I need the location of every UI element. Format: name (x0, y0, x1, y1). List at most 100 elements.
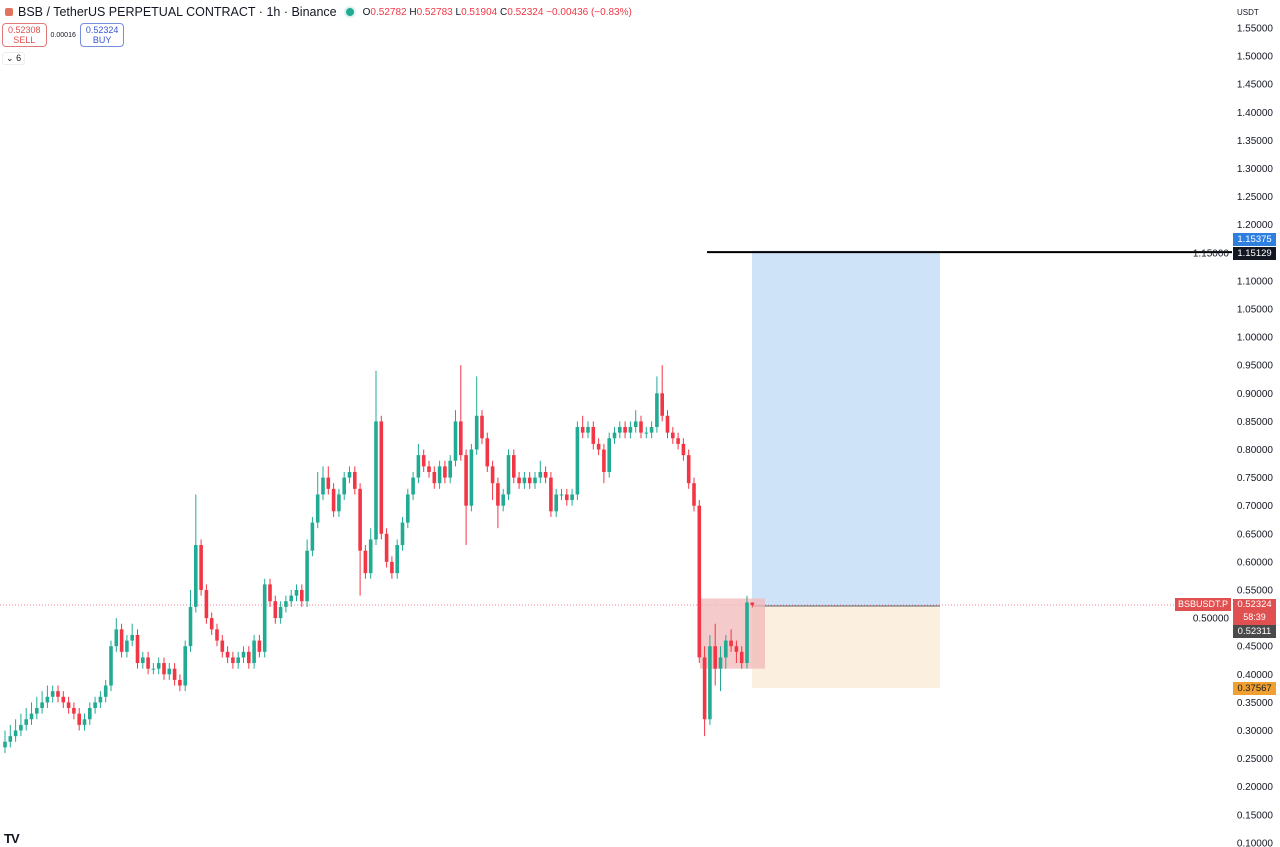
y-tick-label: 0.10000 (1237, 838, 1274, 847)
candle-body (199, 545, 203, 590)
candle-body (93, 702, 97, 709)
candle (448, 455, 452, 484)
candle-body (464, 455, 468, 506)
candle-body (162, 663, 166, 675)
candle (167, 663, 172, 680)
y-tick-label: 1.15000 (1193, 248, 1230, 259)
candle (437, 460, 442, 489)
candle-body (432, 471, 437, 484)
candle (24, 708, 28, 731)
price-axis[interactable]: 1.55000 1.50000 1.45000 1.40000 1.35000 1.300… (1193, 24, 1274, 847)
candle-body (347, 471, 352, 478)
candle-body (278, 606, 283, 619)
candle (655, 376, 659, 433)
y-tick-label: 1.50000 (1237, 52, 1274, 63)
candle (119, 623, 124, 658)
candle (697, 500, 702, 664)
candle-body (490, 466, 495, 484)
candle (225, 646, 230, 664)
candle (209, 612, 214, 635)
candle-body (337, 494, 341, 512)
candle-body (241, 651, 246, 658)
candle (660, 365, 664, 422)
candle-body (3, 741, 7, 748)
sell-button[interactable]: 0.52308 SELL (2, 23, 47, 47)
candle (501, 488, 505, 512)
candle-body (24, 719, 28, 725)
candle-body (19, 724, 23, 731)
candle-body (300, 590, 304, 602)
loss-zone[interactable] (752, 606, 940, 688)
indicators-toggle[interactable]: ⌄ 6 (2, 52, 26, 65)
candle (342, 471, 346, 501)
candle (739, 646, 744, 669)
candle-body (554, 494, 558, 512)
candle (347, 466, 352, 484)
candle-body (607, 438, 611, 472)
trade-panel: 0.52308 SELL 0.00016 0.52324 BUY (2, 23, 125, 47)
candle-body (194, 545, 198, 607)
symbol-title[interactable]: BSB / TetherUS PERPETUAL CONTRACT · 1h ·… (18, 5, 337, 19)
candle-body (326, 477, 331, 489)
candle-body (618, 427, 622, 433)
profit-zone[interactable] (752, 250, 940, 607)
candle-body (368, 539, 373, 574)
candle (591, 421, 596, 450)
candle (66, 696, 71, 714)
candle-body (321, 477, 325, 495)
candle-body (565, 494, 569, 501)
candle-body (72, 708, 76, 714)
candle-body (623, 427, 627, 433)
candle (686, 449, 691, 489)
candle (734, 640, 739, 664)
candle (220, 634, 225, 658)
candle-body (538, 471, 543, 478)
candle-body (734, 646, 739, 652)
tradingview-logo[interactable]: TV (4, 831, 20, 846)
candle (45, 685, 50, 709)
candle (88, 702, 92, 725)
candle (50, 685, 55, 703)
market-status-icon[interactable] (345, 8, 354, 16)
candle (130, 623, 134, 647)
buy-button[interactable]: 0.52324 BUY (79, 23, 125, 47)
candle-body (125, 640, 129, 652)
candle (649, 421, 654, 439)
candle-body (45, 696, 50, 703)
hline-price-label: 1.15129 (1233, 247, 1276, 260)
candle-body (517, 477, 521, 484)
candle (559, 488, 564, 501)
candle (411, 471, 415, 501)
candle (421, 449, 426, 472)
candle (628, 421, 633, 439)
candle (82, 713, 87, 731)
y-tick-label: 1.25000 (1237, 192, 1274, 203)
last-price-label: 0.52324 58:39 (1233, 599, 1276, 625)
candle (607, 432, 611, 478)
candle (443, 460, 447, 484)
candle (77, 708, 81, 731)
candle-body (98, 696, 103, 703)
candle-body (231, 657, 235, 664)
candle (56, 685, 60, 703)
candle (188, 590, 193, 652)
candle (533, 471, 537, 489)
candle (368, 528, 373, 579)
y-tick-label: 1.40000 (1237, 108, 1274, 119)
symbol-logo-icon (5, 8, 13, 16)
candle-body (40, 702, 44, 709)
candle-body (512, 455, 516, 478)
candle (114, 618, 119, 652)
currency-unit[interactable]: USDT (1237, 8, 1259, 17)
candle (538, 460, 543, 484)
y-tick-label: 0.85000 (1237, 417, 1274, 428)
candle (490, 460, 495, 501)
y-tick-label: 0.15000 (1237, 810, 1274, 821)
candle (326, 466, 331, 495)
candle (294, 584, 299, 602)
y-tick-label: 0.20000 (1237, 782, 1274, 793)
candle-body (506, 455, 511, 495)
candle-body (681, 443, 686, 456)
candle-body (453, 421, 458, 461)
